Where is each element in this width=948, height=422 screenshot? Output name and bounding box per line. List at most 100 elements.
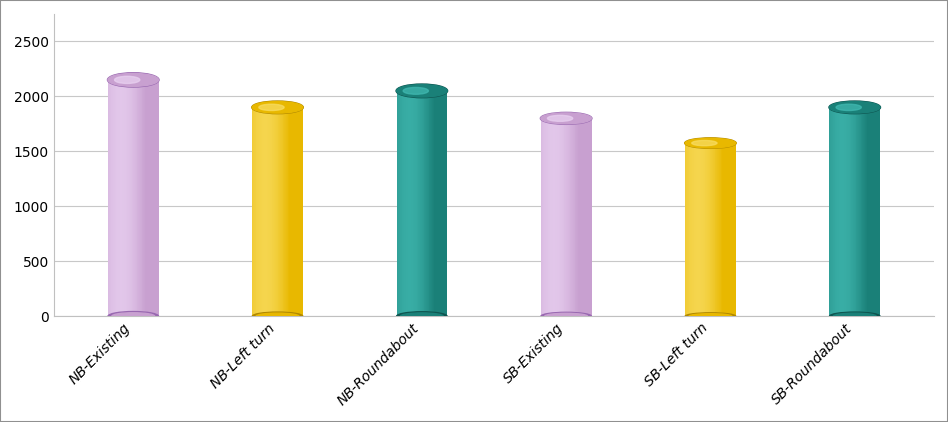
- Bar: [134, 80, 135, 316]
- Bar: [721, 143, 722, 316]
- Bar: [299, 107, 300, 316]
- Bar: [713, 143, 714, 316]
- Bar: [442, 91, 443, 316]
- Bar: [697, 143, 698, 316]
- Bar: [553, 118, 554, 316]
- Ellipse shape: [541, 113, 592, 124]
- Bar: [864, 107, 865, 316]
- Bar: [551, 118, 552, 316]
- Bar: [118, 80, 119, 316]
- Bar: [258, 107, 259, 316]
- Bar: [124, 80, 125, 316]
- Bar: [848, 107, 849, 316]
- Bar: [556, 118, 557, 316]
- Bar: [562, 118, 563, 316]
- Bar: [280, 107, 281, 316]
- Ellipse shape: [545, 313, 588, 319]
- Ellipse shape: [540, 112, 592, 124]
- Bar: [413, 91, 414, 316]
- Bar: [122, 80, 123, 316]
- Bar: [402, 91, 403, 316]
- Bar: [293, 107, 294, 316]
- Bar: [695, 143, 696, 316]
- Bar: [577, 118, 578, 316]
- Ellipse shape: [833, 313, 876, 319]
- Bar: [714, 143, 715, 316]
- Bar: [151, 80, 152, 316]
- Bar: [725, 143, 726, 316]
- Bar: [257, 107, 258, 316]
- Bar: [123, 80, 124, 316]
- Bar: [718, 143, 719, 316]
- Ellipse shape: [108, 311, 158, 321]
- Bar: [868, 107, 869, 316]
- Bar: [287, 107, 288, 316]
- Bar: [112, 80, 113, 316]
- Bar: [294, 107, 295, 316]
- Bar: [579, 118, 580, 316]
- Bar: [879, 107, 880, 316]
- Bar: [550, 118, 551, 316]
- Bar: [149, 80, 150, 316]
- Bar: [139, 80, 140, 316]
- Bar: [113, 80, 114, 316]
- Bar: [583, 118, 584, 316]
- Bar: [285, 107, 286, 316]
- Bar: [855, 107, 856, 316]
- Bar: [687, 143, 688, 316]
- Bar: [111, 80, 112, 316]
- Bar: [301, 107, 302, 316]
- Bar: [441, 91, 442, 316]
- Bar: [715, 143, 716, 316]
- Bar: [712, 143, 713, 316]
- Bar: [878, 107, 879, 316]
- Bar: [588, 118, 589, 316]
- Bar: [716, 143, 717, 316]
- Bar: [838, 107, 839, 316]
- Bar: [877, 107, 878, 316]
- Bar: [426, 91, 427, 316]
- Bar: [289, 107, 290, 316]
- Bar: [126, 80, 127, 316]
- Bar: [397, 91, 398, 316]
- Bar: [729, 143, 730, 316]
- Bar: [702, 143, 703, 316]
- Bar: [274, 107, 275, 316]
- Bar: [724, 143, 725, 316]
- Bar: [843, 107, 844, 316]
- Bar: [871, 107, 872, 316]
- Bar: [142, 80, 143, 316]
- Ellipse shape: [396, 312, 447, 321]
- Bar: [576, 118, 577, 316]
- Bar: [710, 143, 711, 316]
- Bar: [847, 107, 848, 316]
- Bar: [136, 80, 137, 316]
- Bar: [573, 118, 574, 316]
- Bar: [257, 107, 258, 316]
- Bar: [833, 107, 834, 316]
- Bar: [261, 107, 262, 316]
- Bar: [134, 80, 135, 316]
- Bar: [283, 107, 284, 316]
- Bar: [276, 107, 277, 316]
- Bar: [156, 80, 157, 316]
- Bar: [416, 91, 417, 316]
- Bar: [429, 91, 430, 316]
- Ellipse shape: [830, 102, 880, 113]
- Bar: [295, 107, 296, 316]
- Bar: [866, 107, 867, 316]
- Bar: [282, 107, 283, 316]
- Bar: [421, 91, 422, 316]
- Bar: [860, 107, 861, 316]
- Ellipse shape: [692, 141, 717, 146]
- Bar: [710, 143, 711, 316]
- Ellipse shape: [108, 73, 158, 87]
- Bar: [578, 118, 579, 316]
- Bar: [290, 107, 291, 316]
- Bar: [298, 107, 299, 316]
- Bar: [291, 107, 292, 316]
- Bar: [556, 118, 557, 316]
- Bar: [835, 107, 836, 316]
- Bar: [415, 91, 416, 316]
- Bar: [297, 107, 298, 316]
